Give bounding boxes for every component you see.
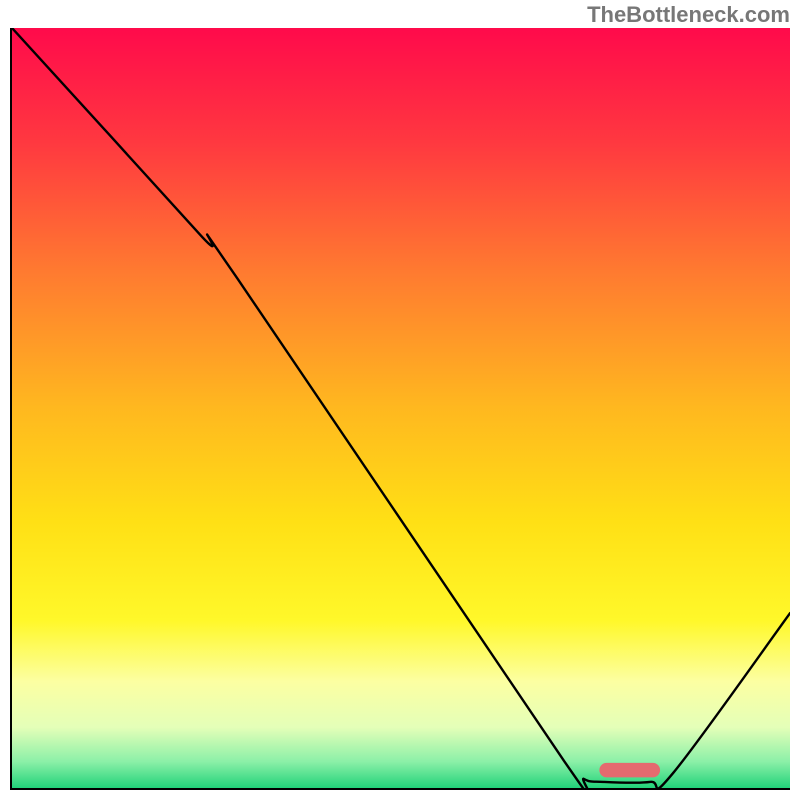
watermark-text: TheBottleneck.com <box>587 2 790 28</box>
highlight-marker <box>599 763 660 777</box>
chart-svg <box>12 28 790 788</box>
chart-frame <box>10 28 790 790</box>
gradient-background <box>12 28 790 788</box>
